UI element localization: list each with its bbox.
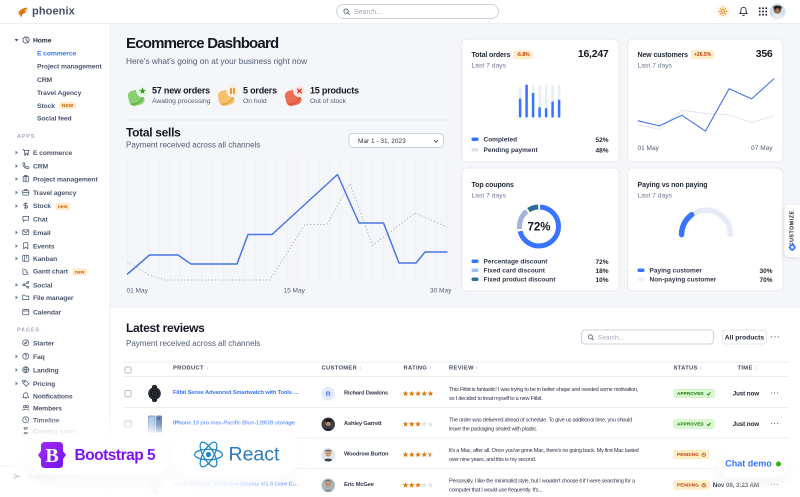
svg-text:B: B xyxy=(45,445,58,467)
